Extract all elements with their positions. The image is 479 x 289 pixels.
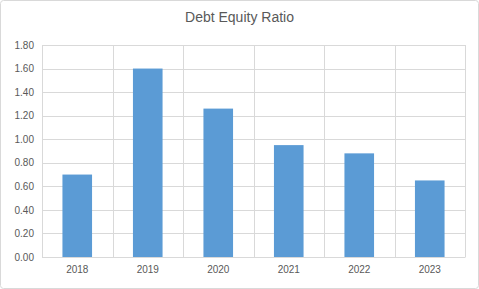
- grid-line: [42, 186, 465, 187]
- x-tick-label: 2018: [66, 264, 89, 275]
- bars: [62, 69, 444, 257]
- title: Debt Equity Ratio: [185, 9, 294, 25]
- category-grid-line: [465, 45, 466, 257]
- y-tick: 0.40: [15, 205, 42, 216]
- x-tick: 2022: [348, 257, 371, 275]
- y-tick-label: 0.00: [15, 252, 35, 263]
- y-axis-line: [42, 46, 43, 258]
- chart: Debt Equity Ratio 0.00 0.20 0.40 0.60 0.80 1.0…: [0, 0, 479, 289]
- bar: [203, 109, 233, 257]
- category-grid-line: [183, 45, 184, 257]
- x-tick: 2018: [66, 257, 89, 275]
- category-grid-line: [254, 45, 255, 257]
- bar: [344, 153, 374, 257]
- y-tick-label: 1.60: [15, 63, 35, 74]
- x-axis-line: [43, 257, 466, 258]
- x-axis: 2018 2019 2020 2021 2022 2023: [43, 257, 466, 275]
- category-grid-line: [324, 45, 325, 257]
- y-tick: 0.60: [15, 181, 42, 192]
- bar: [133, 69, 163, 257]
- grid-line: [42, 139, 465, 140]
- x-tick-label: 2023: [419, 264, 442, 275]
- grid: [42, 45, 466, 258]
- y-tick: 1.60: [15, 63, 42, 74]
- y-tick: 0.00: [15, 252, 42, 263]
- y-tick-label: 1.20: [15, 110, 35, 121]
- bar: [415, 180, 445, 257]
- grid-line: [42, 45, 465, 46]
- grid-line: [42, 210, 465, 211]
- y-tick-label: 0.40: [15, 205, 35, 216]
- category-grid-line: [395, 45, 396, 257]
- category-grid-line: [42, 45, 43, 257]
- y-tick-label: 0.60: [15, 181, 35, 192]
- y-tick: 1.20: [15, 110, 42, 121]
- x-tick-label: 2020: [207, 264, 230, 275]
- y-tick-label: 1.80: [15, 40, 35, 51]
- y-tick-label: 1.00: [15, 134, 35, 145]
- grid-line: [42, 92, 465, 93]
- y-tick-label: 0.80: [15, 157, 35, 168]
- x-tick: 2020: [207, 257, 230, 275]
- y-tick: 0.80: [15, 157, 42, 168]
- x-tick: 2023: [419, 257, 442, 275]
- y-tick: 1.80: [15, 40, 42, 51]
- bar: [274, 145, 304, 257]
- y-tick: 0.20: [15, 228, 42, 239]
- y-tick: 1.00: [15, 134, 42, 145]
- y-tick: 1.40: [15, 87, 42, 98]
- y-tick-label: 1.40: [15, 87, 35, 98]
- grid-line: [42, 116, 465, 117]
- bar: [62, 175, 92, 257]
- category-grid-line: [113, 45, 114, 257]
- x-tick-label: 2022: [348, 264, 371, 275]
- x-tick-label: 2019: [137, 264, 160, 275]
- y-axis: 0.00 0.20 0.40 0.60 0.80 1.00 1.20 1.40 1.60 1.80: [15, 40, 43, 263]
- chart-border: [1, 1, 479, 289]
- plot: 0.00 0.20 0.40 0.60 0.80 1.00 1.20 1.40 1.60 1.80…: [15, 40, 466, 275]
- y-tick-label: 0.20: [15, 228, 35, 239]
- grid-line: [42, 257, 465, 258]
- grid-line: [42, 163, 465, 164]
- grid-line: [42, 233, 465, 234]
- x-tick-label: 2021: [278, 264, 301, 275]
- x-tick: 2019: [137, 257, 160, 275]
- x-tick: 2021: [278, 257, 301, 275]
- grid-line: [42, 69, 465, 70]
